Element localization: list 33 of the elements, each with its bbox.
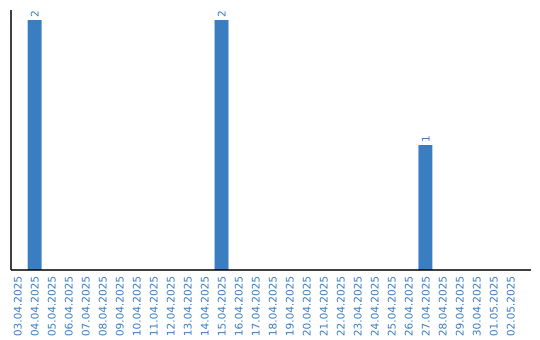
x-tick-label: 19.04.2025	[284, 276, 296, 336]
x-tick-label: 03.04.2025	[12, 276, 25, 336]
x-tick-label: 26.04.2025	[403, 276, 416, 336]
x-tick-label: 01.05.2025	[488, 276, 500, 336]
x-tick-label: 13.04.2025	[182, 276, 195, 336]
x-tick-label: 18.04.2025	[267, 276, 280, 336]
x-tick-label: 28.04.2025	[437, 276, 450, 336]
data-label: 2	[30, 10, 42, 17]
x-tick-label: 27.04.2025	[420, 276, 432, 336]
x-tick-label: 02.05.2025	[505, 276, 518, 336]
x-tick-label: 16.04.2025	[234, 276, 246, 336]
data-label: 2	[216, 10, 229, 17]
data-label: 1	[420, 135, 432, 142]
x-tick-label: 11.04.2025	[148, 276, 161, 336]
x-tick-label: 14.04.2025	[200, 276, 212, 336]
x-tick-label: 24.04.2025	[369, 276, 382, 336]
x-tick-label: 21.04.2025	[318, 276, 330, 336]
x-tick-label: 09.04.2025	[114, 276, 127, 336]
x-tick-label: 20.04.2025	[301, 276, 314, 336]
x-tick-label: 15.04.2025	[216, 276, 229, 336]
x-tick-label: 22.04.2025	[335, 276, 348, 336]
x-tick-label: 05.04.2025	[46, 276, 59, 336]
x-tick-label: 17.04.2025	[250, 276, 263, 336]
x-tick-label: 29.04.2025	[454, 276, 466, 336]
x-tick-label: 12.04.2025	[166, 276, 178, 336]
x-tick-label: 04.04.2025	[30, 276, 42, 336]
x-tick-label: 10.04.2025	[132, 276, 144, 336]
x-tick-label: 06.04.2025	[64, 276, 76, 336]
x-tick-label: 07.04.2025	[80, 276, 93, 336]
x-tick-label: 23.04.2025	[352, 276, 364, 336]
x-tick-label: 08.04.2025	[98, 276, 110, 336]
x-tick-label: 25.04.2025	[386, 276, 398, 336]
x-tick-label: 30.04.2025	[471, 276, 484, 336]
